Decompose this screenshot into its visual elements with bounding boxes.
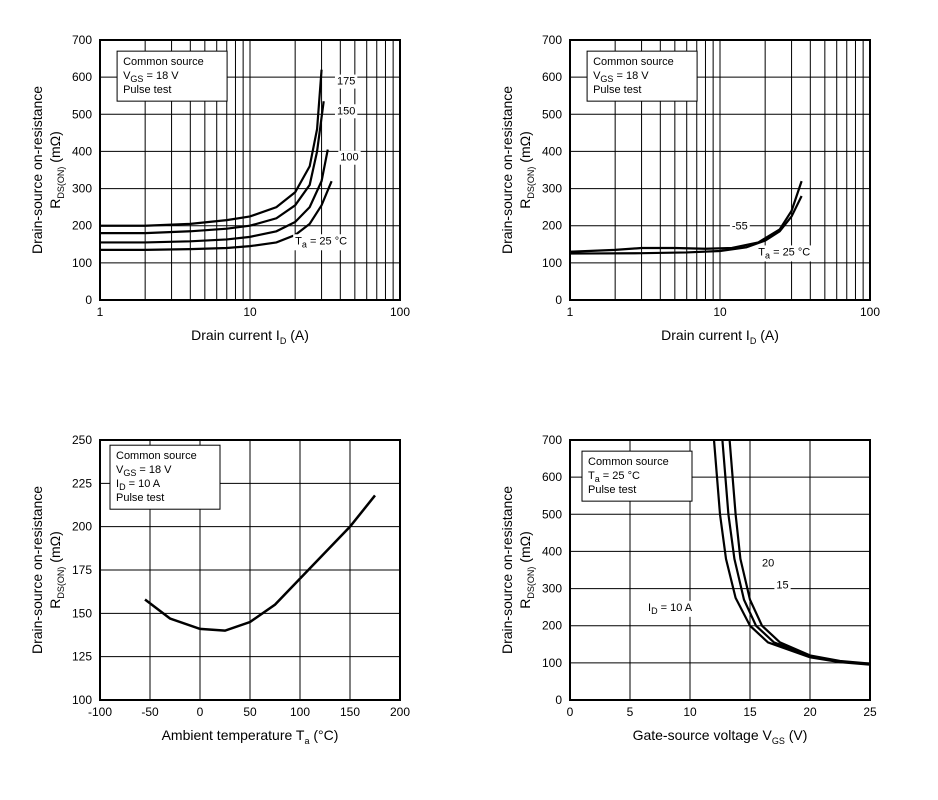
svg-text:0: 0 (555, 293, 562, 307)
svg-text:-50: -50 (141, 705, 159, 719)
svg-text:Pulse test: Pulse test (123, 84, 171, 96)
svg-text:-55: -55 (732, 220, 748, 232)
chart-grid: 1101000100200300400500600700Drain curren… (20, 20, 920, 780)
svg-text:300: 300 (542, 182, 562, 196)
svg-text:100: 100 (290, 705, 310, 719)
svg-text:0: 0 (85, 293, 92, 307)
svg-text:20: 20 (762, 557, 774, 569)
svg-text:15: 15 (743, 705, 757, 719)
svg-text:0: 0 (567, 705, 574, 719)
svg-text:Ambient temperature Ta (°C): Ambient temperature Ta (°C) (162, 727, 339, 746)
svg-text:RDS(ON) (mΩ): RDS(ON) (mΩ) (517, 531, 536, 608)
svg-text:1: 1 (567, 305, 574, 319)
svg-text:600: 600 (542, 470, 562, 484)
svg-text:0: 0 (555, 693, 562, 707)
svg-text:10: 10 (243, 305, 257, 319)
svg-text:RDS(ON) (mΩ): RDS(ON) (mΩ) (517, 131, 536, 208)
svg-text:100: 100 (340, 152, 358, 164)
svg-text:125: 125 (72, 650, 92, 664)
svg-text:150: 150 (337, 105, 355, 117)
svg-text:175: 175 (337, 76, 355, 88)
svg-text:Drain-source on-resistance: Drain-source on-resistance (499, 86, 515, 254)
svg-text:100: 100 (542, 256, 562, 270)
svg-text:Gate-source voltage VGS (V): Gate-source voltage VGS (V) (633, 727, 808, 746)
svg-text:200: 200 (390, 705, 410, 719)
svg-text:200: 200 (542, 619, 562, 633)
svg-text:100: 100 (390, 305, 410, 319)
svg-text:15: 15 (776, 580, 788, 592)
svg-text:700: 700 (542, 433, 562, 447)
svg-text:200: 200 (542, 219, 562, 233)
svg-text:175: 175 (72, 563, 92, 577)
svg-text:100: 100 (542, 656, 562, 670)
svg-text:200: 200 (72, 520, 92, 534)
svg-text:Drain current ID (A): Drain current ID (A) (191, 327, 309, 346)
svg-text:1: 1 (97, 305, 104, 319)
svg-text:600: 600 (542, 70, 562, 84)
svg-text:Common source: Common source (116, 450, 197, 462)
svg-text:700: 700 (72, 33, 92, 47)
svg-text:Common source: Common source (123, 56, 204, 68)
svg-text:20: 20 (803, 705, 817, 719)
svg-text:10: 10 (683, 705, 697, 719)
svg-text:300: 300 (542, 582, 562, 596)
svg-text:400: 400 (542, 144, 562, 158)
svg-text:100: 100 (72, 693, 92, 707)
svg-text:Pulse test: Pulse test (588, 484, 636, 496)
svg-text:100: 100 (72, 256, 92, 270)
svg-text:250: 250 (72, 433, 92, 447)
chart-bottom-right: 05101520250100200300400500600700Gate-sou… (490, 420, 920, 780)
svg-text:25: 25 (863, 705, 877, 719)
svg-text:225: 225 (72, 476, 92, 490)
svg-text:600: 600 (72, 70, 92, 84)
svg-text:5: 5 (627, 705, 634, 719)
chart-top-right: 1 10 100 0 100 200 300 400 500 600 700 Drain curren… (490, 20, 920, 380)
svg-text:300: 300 (72, 182, 92, 196)
svg-text:200: 200 (72, 219, 92, 233)
svg-text:Drain-source on-resistance: Drain-source on-resistance (29, 486, 45, 654)
svg-text:Common source: Common source (588, 456, 669, 468)
svg-text:Drain-source on-resistance: Drain-source on-resistance (499, 486, 515, 654)
svg-text:500: 500 (542, 507, 562, 521)
svg-text:150: 150 (72, 606, 92, 620)
svg-text:RDS(ON) (mΩ): RDS(ON) (mΩ) (47, 131, 66, 208)
svg-text:500: 500 (72, 107, 92, 121)
svg-text:10: 10 (713, 305, 727, 319)
svg-text:400: 400 (72, 144, 92, 158)
svg-text:Pulse test: Pulse test (593, 84, 641, 96)
svg-text:Drain-source on-resistance: Drain-source on-resistance (29, 86, 45, 254)
svg-text:50: 50 (243, 705, 257, 719)
svg-text:-100: -100 (88, 705, 112, 719)
svg-text:400: 400 (542, 544, 562, 558)
svg-text:500: 500 (542, 107, 562, 121)
chart-top-left: 1 10 100 0 100 200 300 400 500 600 700 Drain curren… (20, 20, 450, 380)
svg-text:150: 150 (340, 705, 360, 719)
svg-text:Common source: Common source (593, 56, 674, 68)
svg-text:100: 100 (860, 305, 880, 319)
chart-bottom-left: -100 -50 0 50 100 150 200 100 125 150 175 200 225 250… (20, 420, 450, 780)
svg-text:RDS(ON) (mΩ): RDS(ON) (mΩ) (47, 531, 66, 608)
svg-text:Drain current ID (A): Drain current ID (A) (661, 327, 779, 346)
svg-text:700: 700 (542, 33, 562, 47)
svg-text:0: 0 (197, 705, 204, 719)
svg-text:Pulse test: Pulse test (116, 492, 164, 504)
